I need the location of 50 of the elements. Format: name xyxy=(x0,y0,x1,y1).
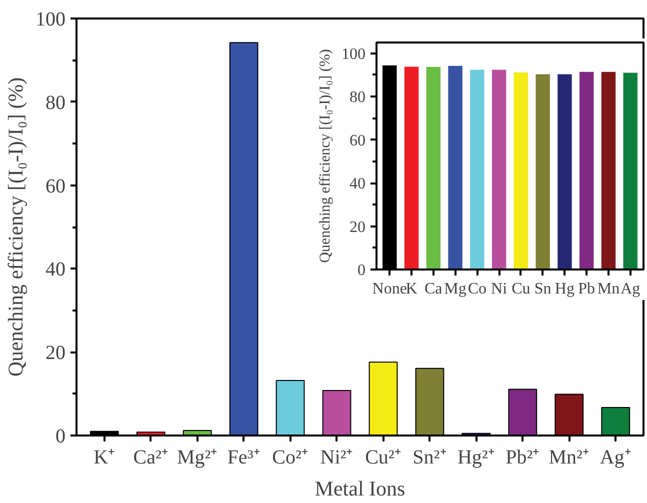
x-tick-label: Ca xyxy=(424,280,442,298)
x-tick-label: K xyxy=(406,280,418,298)
x-tick-label: Pb xyxy=(578,280,596,298)
x-tick-label: Mg xyxy=(444,280,466,298)
y-tick-label: 40 xyxy=(46,258,66,281)
bar xyxy=(579,72,594,270)
x-tick-label: None xyxy=(372,280,407,298)
bar xyxy=(623,72,638,270)
x-tick-label: Ni xyxy=(491,280,508,298)
y-tick-label: 100 xyxy=(36,8,66,30)
y-axis-title: Quenching efficiency [(I₀-I)/I₀] (%) xyxy=(318,49,334,263)
y-tick-label: 60 xyxy=(46,175,66,198)
x-tick-label: Sn xyxy=(534,280,552,298)
y-tick-label: 20 xyxy=(350,218,366,236)
y-tick-label: 60 xyxy=(350,132,366,150)
x-tick-label: Pb²⁺ xyxy=(506,446,540,468)
x-tick-label: Ag xyxy=(620,280,640,298)
y-tick-label: 80 xyxy=(350,89,366,106)
y-axis-title: Quenching efficiency [(I₀-I)/I₀] (%) xyxy=(4,77,28,377)
y-tick-label: 80 xyxy=(46,92,66,114)
x-tick-label: Co xyxy=(468,280,487,298)
x-tick-label: Fe³⁺ xyxy=(227,446,260,468)
bar xyxy=(558,74,572,270)
y-tick-label: 20 xyxy=(46,342,66,364)
bar xyxy=(601,72,616,270)
bar xyxy=(426,66,441,270)
x-tick-label: Hg xyxy=(554,280,574,298)
x-tick-label: Ni²⁺ xyxy=(320,446,354,468)
y-tick-label: 0 xyxy=(358,262,366,279)
bar xyxy=(536,74,550,270)
y-tick-label: 40 xyxy=(350,176,366,193)
x-tick-label: Mg²⁺ xyxy=(176,446,218,468)
x-tick-label: Cu²⁺ xyxy=(365,446,402,468)
x-tick-label: Cu xyxy=(512,280,530,298)
bar xyxy=(448,66,462,270)
x-tick-label: Co²⁺ xyxy=(272,446,308,468)
x-tick-label: Ca²⁺ xyxy=(133,446,168,468)
bar xyxy=(470,70,484,270)
bar xyxy=(514,72,528,270)
x-tick-label: K⁺ xyxy=(94,446,116,468)
x-tick-label: Hg²⁺ xyxy=(457,446,495,468)
y-tick-label: 0 xyxy=(56,426,66,448)
x-tick-label: Sn²⁺ xyxy=(412,446,447,468)
x-tick-label: Mn²⁺ xyxy=(548,446,590,468)
x-tick-label: Ag⁺ xyxy=(600,446,632,468)
bar xyxy=(404,66,419,270)
y-tick-label: 100 xyxy=(342,46,366,63)
x-axis-title: Metal Ions xyxy=(314,476,406,500)
bar xyxy=(492,70,506,270)
x-tick-label: Mn xyxy=(597,280,620,298)
